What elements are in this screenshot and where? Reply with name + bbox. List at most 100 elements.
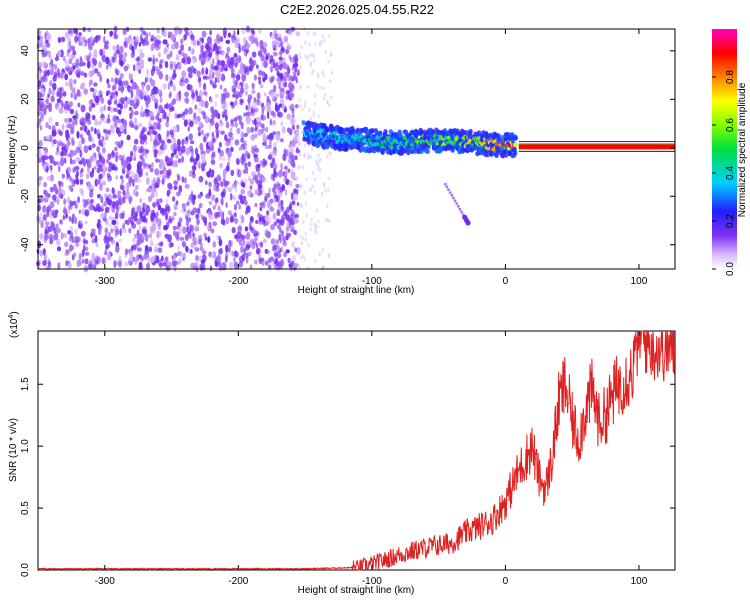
noise-cell xyxy=(269,76,274,83)
noise-cell xyxy=(272,131,277,136)
noise-cell xyxy=(56,146,59,153)
noise-cell xyxy=(310,222,313,227)
noise-cell xyxy=(264,144,270,150)
noise-cell xyxy=(157,204,162,211)
noise-cell xyxy=(303,154,306,158)
noise-cell xyxy=(201,215,204,221)
noise-cell xyxy=(291,240,295,248)
noise-cell xyxy=(175,160,179,168)
noise-cell xyxy=(327,59,330,64)
noise-cell xyxy=(74,228,78,235)
noise-cell xyxy=(322,73,326,77)
noise-cell xyxy=(118,204,121,209)
branch-point xyxy=(458,207,462,211)
noise-cell xyxy=(116,44,120,50)
noise-cell xyxy=(185,147,191,156)
noise-cell xyxy=(227,32,231,38)
y-tick-label: 0 xyxy=(20,145,31,151)
noise-cell xyxy=(124,261,128,267)
noise-cell xyxy=(173,185,178,191)
noise-cell xyxy=(138,217,142,225)
noise-cell xyxy=(131,123,135,129)
noise-cell xyxy=(283,81,288,88)
noise-cell xyxy=(75,157,81,162)
noise-cell xyxy=(197,207,201,215)
noise-cell xyxy=(281,230,284,237)
noise-cell xyxy=(112,193,118,199)
noise-cell xyxy=(62,233,67,238)
noise-cell xyxy=(37,91,42,99)
noise-cell xyxy=(203,136,207,143)
noise-cell xyxy=(266,111,270,119)
noise-cell xyxy=(154,182,160,188)
noise-cell xyxy=(163,169,167,177)
noise-cell xyxy=(298,152,302,157)
noise-cell xyxy=(230,213,234,219)
noise-cell xyxy=(194,224,199,232)
noise-cell xyxy=(308,42,311,47)
noise-cell xyxy=(125,182,130,191)
noise-cell xyxy=(227,137,232,143)
noise-cell xyxy=(307,31,310,36)
noise-cell xyxy=(81,137,85,145)
noise-cell xyxy=(208,51,213,58)
noise-cell xyxy=(68,78,73,86)
noise-cell xyxy=(154,42,159,47)
noise-cell xyxy=(247,175,251,182)
noise-cell xyxy=(246,111,251,117)
noise-cell xyxy=(98,120,102,126)
noise-cell xyxy=(114,77,119,85)
noise-cell xyxy=(109,106,115,113)
noise-cell xyxy=(184,233,189,242)
noise-cell xyxy=(273,51,276,57)
noise-cell xyxy=(211,139,214,147)
noise-cell xyxy=(289,75,293,81)
noise-cell xyxy=(225,52,229,57)
noise-cell xyxy=(293,218,299,224)
noise-cell xyxy=(49,164,53,171)
noise-cell xyxy=(134,257,138,266)
noise-cell xyxy=(314,258,317,263)
noise-cell xyxy=(158,262,163,268)
noise-cell xyxy=(42,214,47,222)
noise-cell xyxy=(164,155,169,162)
noise-cell xyxy=(170,43,176,50)
noise-cell xyxy=(217,72,223,79)
noise-cell xyxy=(123,51,128,58)
noise-cell xyxy=(81,36,86,43)
noise-cell xyxy=(229,127,233,132)
noise-cell xyxy=(319,168,322,173)
noise-cell xyxy=(201,163,206,172)
noise-cell xyxy=(244,150,249,158)
noise-cell xyxy=(220,181,224,187)
noise-cell xyxy=(225,121,230,129)
noise-cell xyxy=(169,76,172,82)
noise-cell xyxy=(62,214,66,221)
noise-cell xyxy=(156,27,160,34)
noise-cell xyxy=(104,206,110,213)
noise-cell xyxy=(202,51,206,59)
noise-cell xyxy=(115,245,120,253)
noise-cell xyxy=(240,156,244,165)
noise-cell xyxy=(49,206,52,212)
noise-cell xyxy=(238,146,243,151)
noise-cell xyxy=(166,115,169,123)
noise-cell xyxy=(157,150,163,156)
x-tick-label: 0 xyxy=(503,276,509,287)
noise-cell xyxy=(74,35,79,43)
noise-cell xyxy=(241,253,246,261)
noise-cell xyxy=(107,99,112,106)
noise-cell xyxy=(61,123,65,131)
noise-cell xyxy=(199,176,204,181)
noise-cell xyxy=(109,30,114,36)
noise-cell xyxy=(273,259,278,265)
noise-cell xyxy=(264,126,269,133)
signal-halo xyxy=(388,129,394,135)
noise-cell xyxy=(120,185,125,190)
noise-cell xyxy=(151,223,157,232)
noise-cell xyxy=(227,210,232,216)
noise-cell xyxy=(303,190,306,195)
noise-cell xyxy=(265,260,269,266)
noise-cell xyxy=(250,126,255,133)
noise-cell xyxy=(198,238,202,245)
